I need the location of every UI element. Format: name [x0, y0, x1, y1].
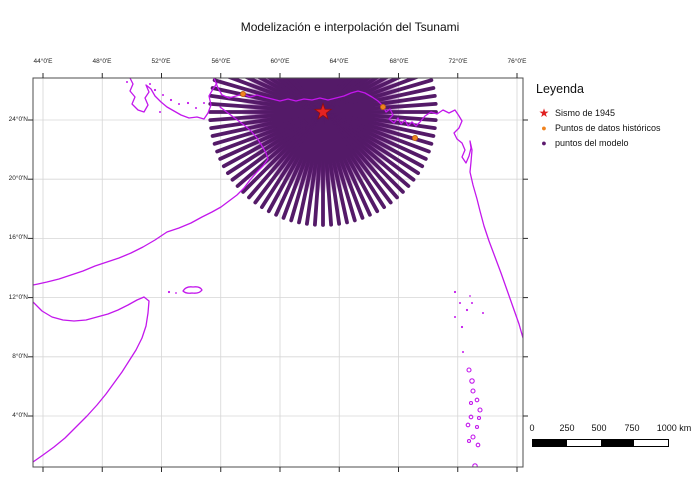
scale-bar: 0 250 500 750 1000 km [528, 423, 698, 453]
scale-label: 1000 km [656, 423, 692, 433]
coastline-persian-gulf [129, 78, 218, 120]
coastline-socotra-island [182, 286, 203, 294]
y-tick-label: 16°0'N [8, 234, 28, 241]
coastline [33, 78, 523, 467]
legend: Leyenda ★ Sismo de 1945 ● Puntos de dato… [536, 82, 661, 150]
x-tick-label: 60°0'E [270, 58, 290, 65]
legend-item-historical: ● Puntos de datos históricos [536, 120, 661, 135]
legend-item-epicenter: ★ Sismo de 1945 [536, 105, 661, 120]
x-tick-label: 48°0'E [92, 58, 112, 65]
map-frame [32, 77, 524, 468]
purple-dot-icon: ● [541, 137, 547, 148]
maldives-atolls [465, 367, 483, 467]
scale-segment [600, 440, 635, 446]
x-tick-label: 68°0'E [389, 58, 409, 65]
scale-segment [533, 440, 567, 446]
scale-segment [634, 440, 668, 446]
legend-item-label: puntos del modelo [555, 137, 629, 148]
historical-data-point [239, 91, 246, 98]
scale-label: 500 [591, 423, 607, 433]
x-tick-label: 52°0'E [151, 58, 171, 65]
legend-item-label: Sismo de 1945 [555, 107, 616, 118]
x-tick-label: 64°0'E [329, 58, 349, 65]
legend-item-model: ● puntos del modelo [536, 135, 661, 150]
y-tick-label: 8°0'N [12, 353, 28, 360]
epicenter-star-icon [313, 102, 333, 120]
historical-data-point [411, 134, 418, 141]
x-tick-label: 72°0'E [448, 58, 468, 65]
x-tick-label: 56°0'E [211, 58, 231, 65]
epicenter-star [313, 102, 333, 120]
island-dots [126, 81, 484, 353]
historical-data-point [379, 104, 386, 111]
legend-title: Leyenda [536, 82, 584, 96]
star-icon: ★ [538, 105, 550, 120]
x-tick-label: 76°0'E [507, 58, 527, 65]
model-point-spoke [321, 102, 438, 114]
y-tick-label: 4°0'N [12, 412, 28, 419]
legend-item-label: Puntos de datos históricos [555, 122, 661, 133]
y-tick-label: 24°0'N [8, 116, 28, 123]
coastline-oman-yemen [33, 106, 269, 286]
historical-points [239, 91, 418, 141]
coastline-somalia [33, 296, 150, 463]
page-title: Modelización e interpolación del Tsunami [240, 20, 460, 34]
y-tick-label: 12°0'N [8, 294, 28, 301]
scale-bar-segments [532, 439, 669, 447]
y-tick-label: 20°0'N [8, 175, 28, 182]
scale-label: 250 [559, 423, 575, 433]
scale-segment [566, 440, 601, 446]
orange-dot-icon: ● [541, 122, 547, 133]
coastline-iran-makran-india [213, 78, 523, 339]
x-tick-label: 44°0'E [33, 58, 53, 65]
model-points-fan [208, 78, 438, 227]
scale-label: 0 [529, 423, 535, 433]
scale-label: 750 [624, 423, 640, 433]
axis-ticks [28, 73, 528, 472]
